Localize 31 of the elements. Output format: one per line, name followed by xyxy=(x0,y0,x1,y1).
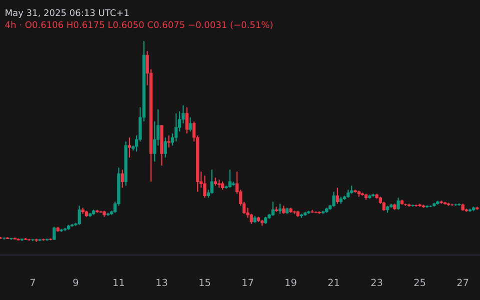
candlestick xyxy=(188,116,192,132)
candlestick xyxy=(78,205,81,226)
x-tick-label: 21 xyxy=(328,278,340,286)
x-tick-label: 9 xyxy=(73,278,78,286)
candlestick xyxy=(128,136,132,158)
chart-subtitle: 4h · O0.6106 H0.6175 L0.6050 C0.6075 −0.0031 (−0.51%) xyxy=(5,21,272,30)
x-tick-label: 19 xyxy=(286,278,296,286)
candlestick xyxy=(336,187,339,204)
x-tick-label: 13 xyxy=(156,278,168,286)
candlestick xyxy=(167,134,170,148)
candlestick xyxy=(228,169,232,188)
candlestick xyxy=(203,175,206,198)
x-tick-label: 11 xyxy=(114,278,124,286)
x-tick-label: 15 xyxy=(200,278,210,286)
candlestick xyxy=(120,169,124,188)
candlestick xyxy=(52,226,56,240)
candlestick xyxy=(271,201,274,216)
candlestick xyxy=(278,203,282,214)
candlestick xyxy=(174,112,178,142)
candlestick xyxy=(210,169,214,194)
candlestick xyxy=(310,209,314,214)
chart-title: May 31, 2025 06:13 UTC+1 xyxy=(6,9,129,18)
candlestick xyxy=(185,106,188,134)
x-tick-label: 7 xyxy=(30,278,35,286)
candlestick xyxy=(332,191,336,208)
x-tick-label: 27 xyxy=(457,278,468,286)
candlestick xyxy=(164,136,167,158)
x-tick-label: 25 xyxy=(414,278,426,286)
x-tick-label: 17 xyxy=(242,278,254,286)
candlestick xyxy=(396,197,400,210)
x-tick-label: 23 xyxy=(371,278,382,286)
